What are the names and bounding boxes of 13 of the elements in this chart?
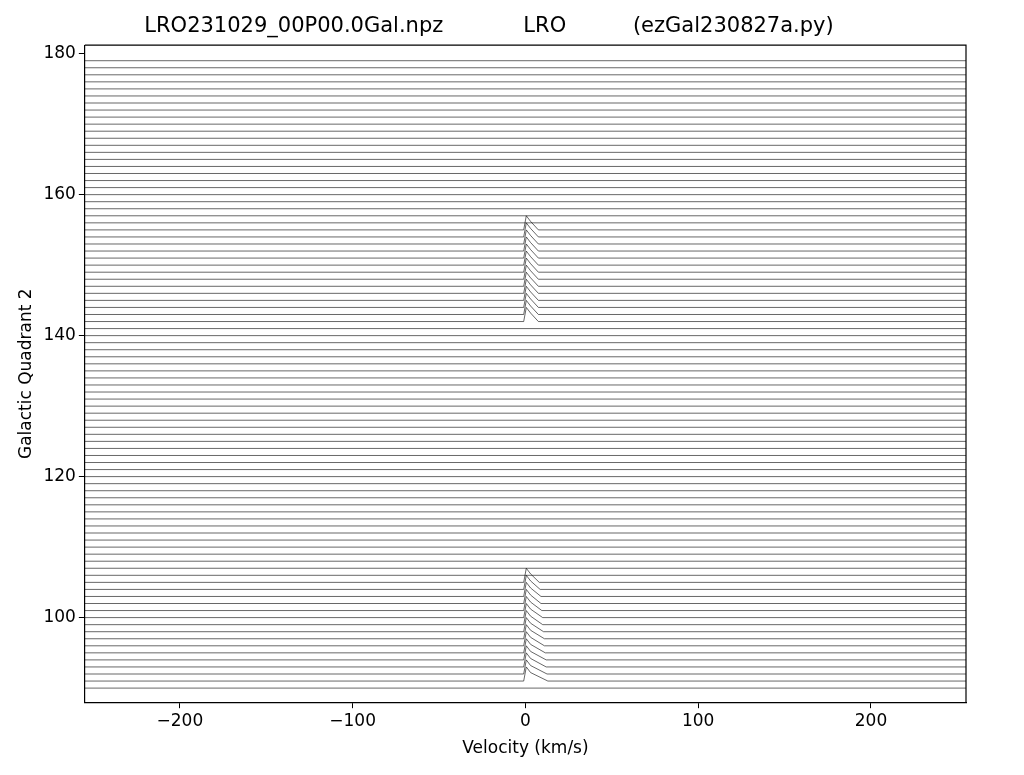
x-tick-label: −100 [329,709,376,730]
y-tick-label: 140 [43,324,76,345]
x-tick-label: 200 [854,709,888,730]
y-tick-label: 100 [43,606,76,627]
y-axis-title: Galactic Quadrant 2 [14,288,35,460]
chart-title: LRO231029_00P00.0Gal.npz LRO (ezGal230827a.py) [144,13,834,39]
y-tick-label: 120 [43,465,76,486]
y-tick-label: 180 [43,42,76,63]
x-tick-label: 100 [681,709,715,730]
x-axis-title: Velocity (km/s) [462,737,589,758]
x-tick-label: 0 [520,709,531,730]
x-tick-label: −200 [156,709,204,730]
y-tick-label: 160 [43,183,76,204]
